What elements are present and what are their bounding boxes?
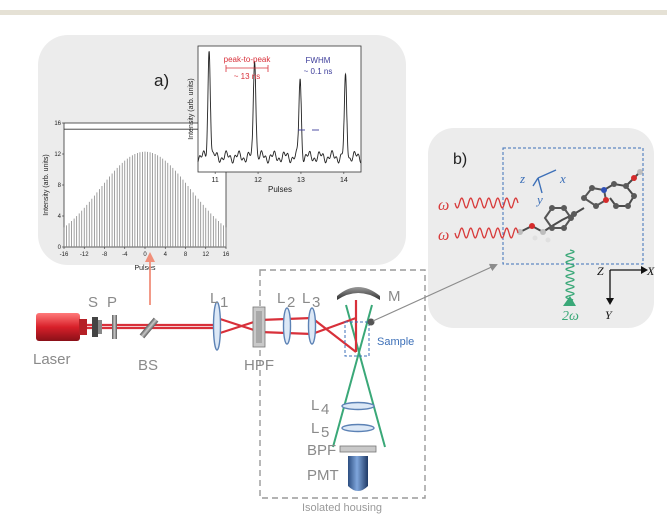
lens-l1-sub: 1 bbox=[220, 294, 228, 311]
lab-axes: Z X Y bbox=[597, 264, 655, 322]
lens-l5 bbox=[341, 423, 375, 433]
main-y-tick-label: 0 bbox=[58, 245, 62, 251]
beam-splitter bbox=[139, 317, 159, 339]
omega-label-top: ω bbox=[438, 197, 449, 214]
pmt-label: PMT bbox=[307, 467, 339, 484]
bpf-label: BPF bbox=[307, 442, 336, 459]
hpf-filter-core bbox=[256, 311, 262, 343]
panel-b-label: b) bbox=[453, 151, 467, 168]
lens-l4-sub: 4 bbox=[321, 401, 329, 418]
inset-x-tick-label: 11 bbox=[212, 177, 219, 184]
inset-plot-xlabel: Pulses bbox=[268, 185, 292, 194]
shutter-mount bbox=[98, 320, 102, 334]
main-plot-xlabel: Pulses bbox=[134, 265, 156, 272]
pmt-detector bbox=[348, 456, 368, 491]
mirror-label: M bbox=[388, 288, 401, 305]
shg-wave-arrowhead bbox=[563, 296, 576, 306]
polarizer-label: P bbox=[107, 294, 117, 311]
lab-axis-z: Z bbox=[597, 264, 604, 278]
lens-l3 bbox=[307, 307, 317, 345]
inset-plot-ylabel: Intensity (arb. units) bbox=[188, 78, 195, 139]
top-bar bbox=[0, 10, 667, 15]
lab-axis-x: X bbox=[646, 264, 655, 278]
shutter bbox=[92, 317, 98, 337]
main-x-tick-label: -12 bbox=[80, 252, 89, 258]
main-x-tick-label: 4 bbox=[164, 252, 168, 258]
lens-l5-label: L bbox=[311, 420, 319, 437]
main-x-tick-label: 12 bbox=[202, 252, 209, 258]
fwhm-label: FWHM bbox=[306, 56, 331, 65]
inset-x-tick-label: 12 bbox=[254, 177, 262, 184]
laser-aperture bbox=[79, 319, 87, 335]
main-y-tick-label: 8 bbox=[58, 183, 62, 189]
sample-label: Sample bbox=[377, 336, 414, 348]
sample-point bbox=[367, 318, 375, 326]
bpf-filter bbox=[339, 445, 377, 453]
main-plot-pulse-train bbox=[63, 128, 227, 247]
two-omega-label: 2ω bbox=[562, 309, 579, 324]
polarizer bbox=[112, 315, 117, 339]
main-x-tick-label: 16 bbox=[223, 252, 230, 258]
lens-l3-label: L bbox=[302, 290, 310, 307]
main-x-tick-label: -16 bbox=[60, 252, 69, 258]
mirror-m bbox=[337, 287, 380, 300]
lens-l3-sub: 3 bbox=[312, 294, 320, 311]
peak-to-peak-label: peak-to-peak bbox=[224, 55, 272, 64]
main-plot-y-ticks: 0 4 8 12 16 bbox=[54, 121, 64, 251]
molecule-atoms bbox=[517, 169, 643, 243]
molecular-axes: x z y bbox=[519, 169, 566, 207]
main-x-tick-label: 8 bbox=[184, 252, 188, 258]
laser-label: Laser bbox=[33, 351, 71, 368]
omega-wave-top bbox=[454, 197, 519, 209]
shg-wave bbox=[565, 249, 575, 301]
omega-wave-bottom bbox=[454, 227, 519, 239]
lab-axis-y: Y bbox=[605, 308, 613, 322]
hpf-label: HPF bbox=[244, 357, 274, 374]
panel-b-background bbox=[428, 128, 654, 328]
mol-axis-y: y bbox=[535, 192, 543, 207]
lens-l2 bbox=[282, 307, 292, 345]
fwhm-value: ~ 0.1 ns bbox=[304, 67, 333, 76]
main-x-tick-label: -4 bbox=[122, 252, 128, 258]
omega-label-bottom: ω bbox=[438, 227, 449, 244]
shg-beam bbox=[332, 304, 386, 448]
main-y-tick-label: 12 bbox=[54, 152, 61, 158]
inset-x-tick-label: 14 bbox=[340, 177, 348, 184]
panel-b-dashed-box bbox=[502, 147, 644, 265]
peak-to-peak-value: ~ 13 ns bbox=[234, 72, 260, 81]
lens-l2-sub: 2 bbox=[287, 294, 295, 311]
main-x-tick-label: -8 bbox=[102, 252, 108, 258]
main-x-tick-label: 0 bbox=[143, 252, 147, 258]
isolated-housing-box bbox=[259, 269, 426, 499]
lens-l2-label: L bbox=[277, 290, 285, 307]
mol-axis-z: z bbox=[519, 171, 525, 186]
laser-head bbox=[36, 313, 80, 341]
lens-l4 bbox=[341, 401, 375, 411]
sample-to-panel-b-arrow bbox=[372, 263, 498, 322]
inset-plot-x-ticks: 11 12 13 14 bbox=[212, 172, 348, 184]
lens-l5-sub: 5 bbox=[321, 424, 329, 441]
inset-plot-pulses-curve bbox=[197, 51, 362, 164]
bs-reflection-arrowhead bbox=[145, 252, 155, 262]
mol-axis-x: x bbox=[559, 171, 566, 186]
sample-box bbox=[344, 321, 370, 357]
bs-label: BS bbox=[138, 357, 158, 374]
lens-l4-label: L bbox=[311, 397, 319, 414]
main-plot-x-ticks: -16 -12 -8 -4 0 4 8 12 16 bbox=[60, 247, 230, 258]
isolated-housing-label: Isolated housing bbox=[302, 502, 382, 514]
inset-plot-frame bbox=[197, 45, 362, 173]
main-y-tick-label: 4 bbox=[58, 214, 62, 220]
panel-a-label: a) bbox=[154, 71, 169, 90]
lens-l1 bbox=[212, 301, 222, 351]
main-y-tick-label: 16 bbox=[54, 121, 61, 127]
shutter-label: S bbox=[88, 294, 98, 311]
main-plot-ylabel: Intensity (arb. units) bbox=[43, 154, 50, 215]
inset-plot: 11 12 13 14 Pulses Intensity (arb. units) p… bbox=[188, 45, 362, 194]
inset-x-tick-label: 13 bbox=[297, 177, 305, 184]
lens-l1-label: L bbox=[210, 290, 218, 307]
